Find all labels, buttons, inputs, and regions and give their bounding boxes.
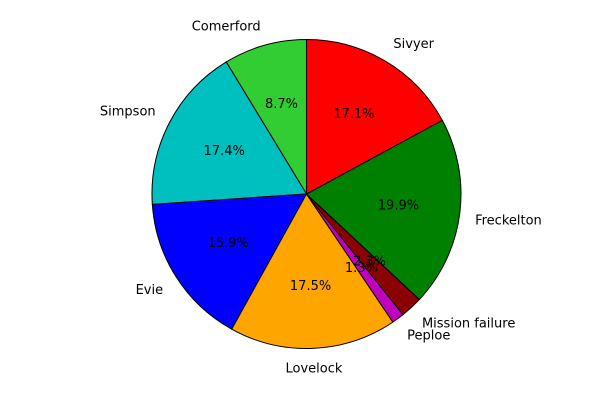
pct-label-freckelton: 19.9% — [378, 198, 419, 213]
category-label-evie: Evie — [136, 283, 164, 298]
pie-slices — [151, 38, 462, 349]
pct-label-sivyer: 17.1% — [333, 107, 374, 122]
category-label-freckelton: Freckelton — [475, 213, 542, 228]
pct-label-peploe: 1.3% — [345, 261, 378, 276]
pct-label-mission-failure: 2.3% — [353, 255, 386, 270]
pct-label-simpson: 17.4% — [204, 144, 245, 159]
category-label-peploe: Peploe — [407, 329, 450, 344]
pct-label-evie: 15.9% — [208, 236, 249, 251]
category-label-comerford: Comerford — [192, 19, 261, 34]
slice-lovelock — [231, 193, 394, 349]
slice-evie — [151, 193, 308, 330]
category-label-mission-failure: Mission failure — [422, 316, 515, 331]
category-label-simpson: Simpson — [100, 105, 156, 120]
pct-label-comerford: 8.7% — [265, 97, 298, 112]
slice-sivyer — [306, 38, 443, 195]
category-label-lovelock: Lovelock — [286, 362, 343, 377]
category-label-sivyer: Sivyer — [393, 37, 434, 52]
slice-simpson — [151, 61, 308, 205]
slice-freckelton — [305, 119, 462, 301]
slice-comerford — [225, 38, 307, 196]
percentage-labels: 8.7% 17.4% 15.9% 17.5% 1.3%2.3% 19.9% 17.1% — [204, 97, 420, 294]
category-labels: Comerford Simpson Evie Lovelock PeploeMissio… — [100, 19, 542, 376]
pct-label-lovelock: 17.5% — [290, 279, 331, 294]
